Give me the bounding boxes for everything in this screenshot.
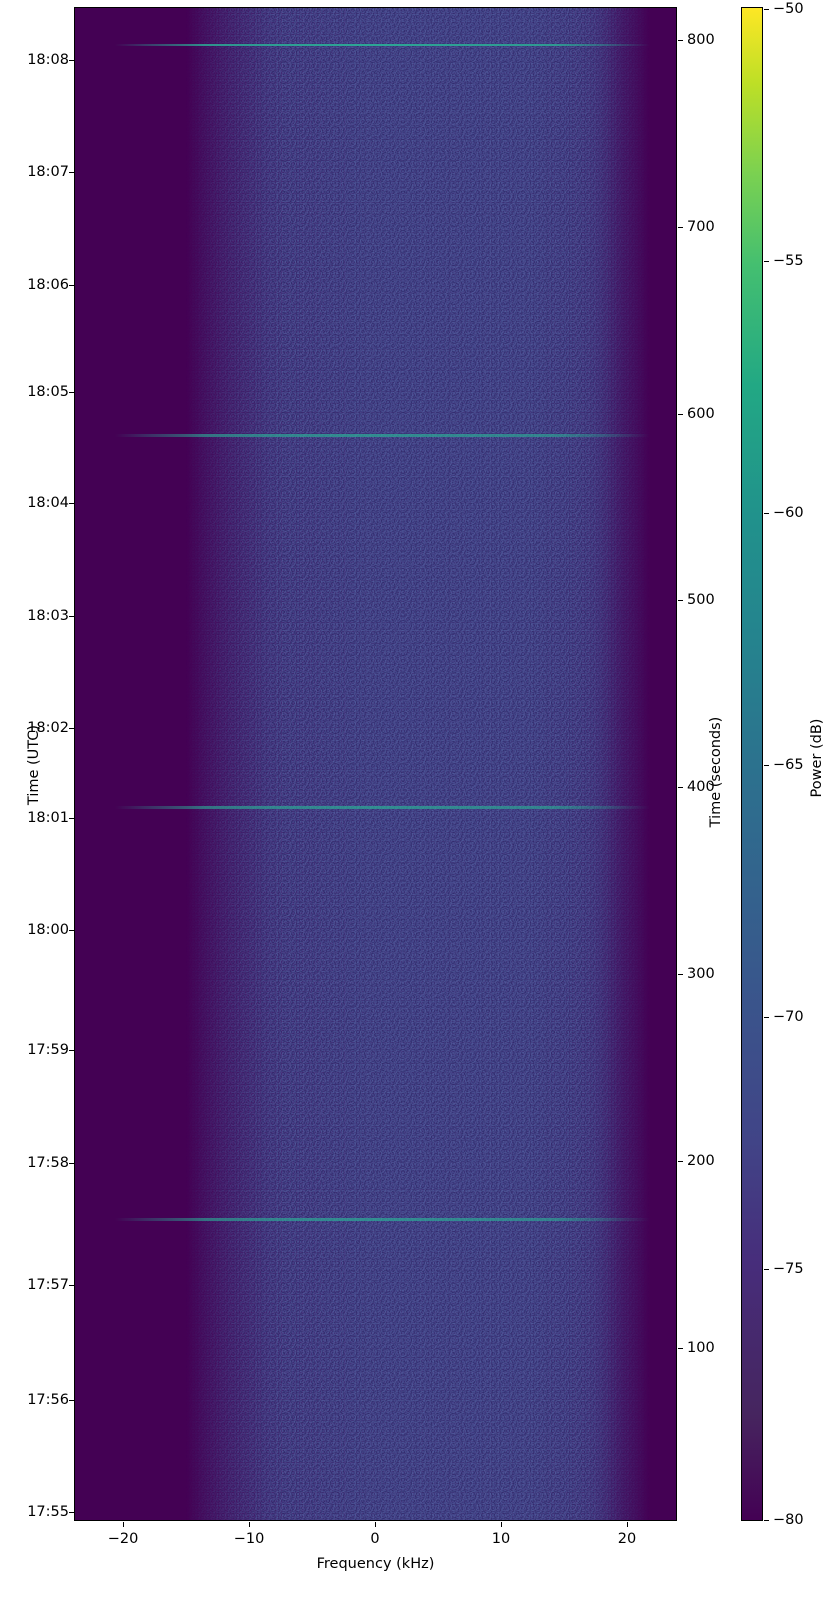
y-axis-label-left: Time (UTC) (26, 724, 42, 806)
ytick-left-6 (69, 728, 74, 729)
ytick-left-label-9: 17:59 (27, 1042, 69, 1058)
ytick-left-2 (69, 285, 74, 286)
ytick-left-label-2: 18:06 (27, 277, 69, 293)
ytick-right-label-4: 400 (687, 779, 715, 795)
ytick-right-label-7: 100 (687, 1340, 715, 1356)
xtick-0 (123, 1522, 124, 1527)
transient-streak-2 (75, 434, 676, 437)
cbar-tick-6 (764, 1520, 769, 1521)
ytick-left-12 (69, 1400, 74, 1401)
ytick-right-label-6: 200 (687, 1153, 715, 1169)
ytick-left-4 (69, 503, 74, 504)
ytick-left-label-4: 18:04 (27, 495, 69, 511)
ytick-left-label-5: 18:03 (27, 608, 69, 624)
transient-streak-3 (75, 806, 676, 809)
xtick-3 (501, 1522, 502, 1527)
ytick-right-2 (678, 414, 683, 415)
signal-band-layer (75, 8, 676, 1520)
colorbar (741, 7, 763, 1521)
ytick-left-label-1: 18:07 (27, 164, 69, 180)
cbar-tick-2 (764, 513, 769, 514)
noise-speckle-layer-c (75, 8, 676, 1520)
xtick-label-1: −10 (233, 1531, 265, 1547)
transient-streak-4 (75, 1218, 676, 1221)
cbar-tick-3 (764, 765, 769, 766)
ytick-left-11 (69, 1285, 74, 1286)
cbar-tick-label-2: −60 (773, 505, 804, 521)
ytick-left-1 (69, 172, 74, 173)
xtick-label-3: 10 (491, 1531, 511, 1547)
ytick-left-9 (69, 1050, 74, 1051)
ytick-right-label-3: 500 (687, 592, 715, 608)
ytick-left-label-3: 18:05 (27, 384, 69, 400)
ytick-left-7 (69, 818, 74, 819)
ytick-right-4 (678, 787, 683, 788)
ytick-right-label-0: 800 (687, 32, 715, 48)
ytick-left-label-6: 18:02 (27, 720, 69, 736)
ytick-right-6 (678, 1161, 683, 1162)
ytick-right-label-1: 700 (687, 219, 715, 235)
ytick-left-label-12: 17:56 (27, 1392, 69, 1408)
cbar-tick-0 (764, 9, 769, 10)
ytick-left-3 (69, 392, 74, 393)
ytick-right-5 (678, 974, 683, 975)
cbar-tick-1 (764, 261, 769, 262)
ytick-left-13 (69, 1512, 74, 1513)
ytick-left-10 (69, 1163, 74, 1164)
x-axis-label: Frequency (kHz) (316, 1556, 435, 1572)
cbar-tick-label-6: −80 (773, 1512, 804, 1528)
ytick-left-label-13: 17:55 (27, 1504, 69, 1520)
xtick-1 (249, 1522, 250, 1527)
cbar-tick-label-3: −65 (773, 757, 804, 773)
cbar-tick-4 (764, 1017, 769, 1018)
ytick-right-label-5: 300 (687, 966, 715, 982)
ytick-right-7 (678, 1348, 683, 1349)
ytick-left-label-10: 17:58 (27, 1155, 69, 1171)
ytick-left-label-7: 18:01 (27, 810, 69, 826)
y-axis-label-right: Time (seconds) (708, 716, 724, 828)
ytick-left-label-11: 17:57 (27, 1277, 69, 1293)
cbar-tick-label-5: −75 (773, 1261, 804, 1277)
ytick-right-0 (678, 40, 683, 41)
ytick-left-8 (69, 930, 74, 931)
cbar-tick-label-1: −55 (773, 253, 804, 269)
noise-speckle-layer-a (75, 8, 676, 1520)
colorbar-label: Power (dB) (809, 718, 825, 798)
xtick-label-2: 0 (370, 1531, 380, 1547)
transient-streak-1 (75, 44, 676, 46)
ytick-left-0 (69, 60, 74, 61)
ytick-left-label-0: 18:08 (27, 52, 69, 68)
ytick-right-label-2: 600 (687, 406, 715, 422)
ytick-left-label-8: 18:00 (27, 922, 69, 938)
noise-speckle-layer-b (75, 8, 676, 1520)
xtick-label-0: −20 (107, 1531, 139, 1547)
cbar-tick-label-0: −50 (773, 1, 804, 17)
ytick-right-1 (678, 227, 683, 228)
ytick-right-3 (678, 600, 683, 601)
cbar-tick-5 (764, 1269, 769, 1270)
ytick-left-5 (69, 616, 74, 617)
xtick-4 (627, 1522, 628, 1527)
spectrogram-plot-area (74, 7, 677, 1521)
xtick-label-4: 20 (617, 1531, 637, 1547)
cbar-tick-label-4: −70 (773, 1009, 804, 1025)
xtick-2 (375, 1522, 376, 1527)
